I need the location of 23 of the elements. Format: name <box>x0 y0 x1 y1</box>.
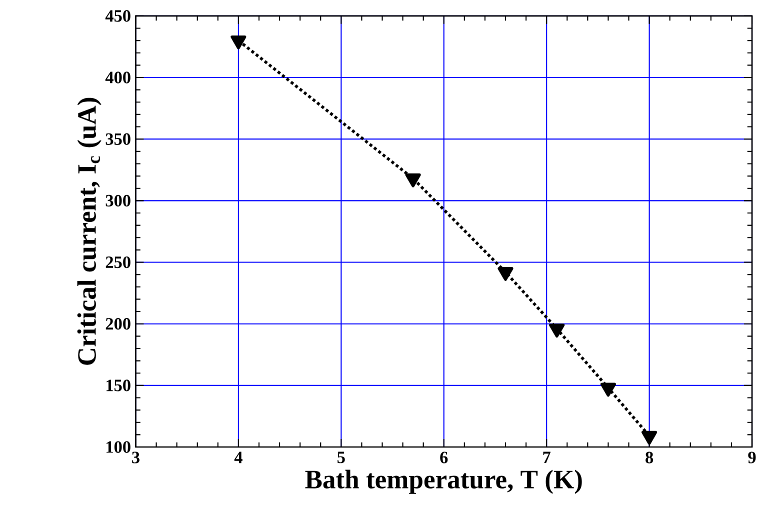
y-tick-label: 300 <box>106 195 130 207</box>
y-tick-label: 450 <box>105 10 130 22</box>
y-tick-label: 150 <box>106 380 130 392</box>
point <box>498 267 514 282</box>
x-tick-label: 7 <box>543 452 550 464</box>
y-tick-label: 200 <box>106 318 130 330</box>
point <box>600 382 616 397</box>
x-tick-label: 4 <box>234 452 242 464</box>
y-tick-label: 400 <box>105 72 130 84</box>
y-tick-label: 350 <box>106 133 130 146</box>
point <box>405 174 421 188</box>
point <box>230 36 246 50</box>
x-tick-label: 6 <box>440 452 448 464</box>
x-axis-title: Bath temperature, T (K) <box>305 470 582 494</box>
x-tick-label: 8 <box>646 452 654 464</box>
y-tick-label: 100 <box>106 441 130 454</box>
x-tick-label: 9 <box>748 452 756 464</box>
y-axis-title: Critical current, I$_{c}$ (uA) <box>77 98 102 366</box>
point <box>642 430 658 445</box>
x-tick-label: 5 <box>338 452 345 464</box>
y-tick-label: 250 <box>106 256 130 268</box>
point <box>549 324 565 338</box>
x-tick-label: 3 <box>132 452 140 464</box>
